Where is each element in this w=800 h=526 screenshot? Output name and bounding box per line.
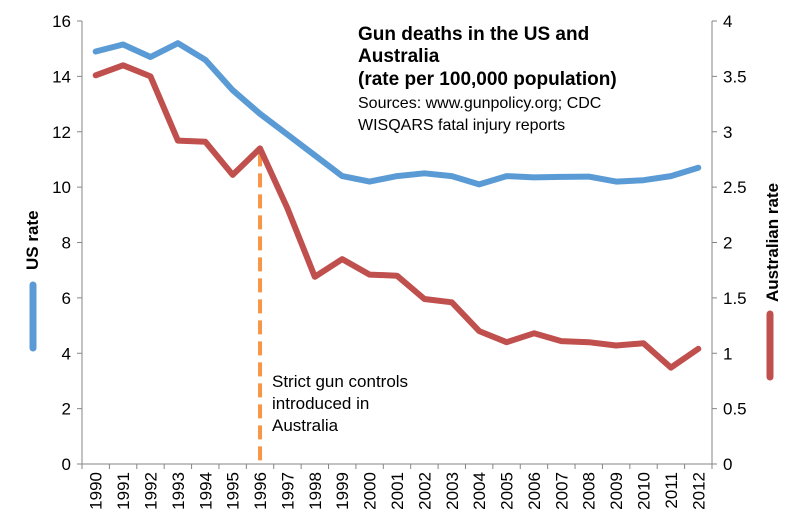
x-tick-label: 1995 bbox=[224, 472, 243, 510]
right-tick-label: 3 bbox=[723, 123, 732, 142]
x-tick-label: 2012 bbox=[689, 472, 708, 510]
x-tick-label: 2005 bbox=[498, 472, 517, 510]
x-tick-label: 1996 bbox=[251, 472, 270, 510]
source-line-2: WISQARS fatal injury reports bbox=[358, 117, 565, 134]
annotation-line-2: introduced in bbox=[272, 394, 369, 413]
series-lines bbox=[92, 40, 702, 371]
left-tick-label: 4 bbox=[62, 344, 71, 363]
right-tick-label: 0.5 bbox=[723, 400, 747, 419]
title-line-2: Australia bbox=[358, 46, 440, 67]
source-line-1: Sources: www.gunpolicy.org; CDC bbox=[358, 95, 601, 112]
left-tick-label: 6 bbox=[62, 289, 71, 308]
x-tick-label: 1992 bbox=[141, 472, 160, 510]
x-axis-ticks: 1990 1991 1992 1993 1994 1995 1996 1997 1998 1999… bbox=[87, 472, 709, 510]
left-tick-label: 16 bbox=[52, 12, 71, 31]
x-tick-label: 1993 bbox=[169, 472, 188, 510]
left-tick-label: 10 bbox=[52, 178, 71, 197]
x-tick-label: 2009 bbox=[607, 472, 626, 510]
x-tick-label: 1991 bbox=[114, 472, 133, 510]
left-tick-label: 0 bbox=[62, 455, 71, 474]
x-tick-label: 2006 bbox=[525, 472, 544, 510]
right-axis-title: Australian rate bbox=[763, 183, 782, 302]
right-tick-label: 2 bbox=[723, 234, 732, 253]
x-tick-label: 1994 bbox=[196, 472, 215, 510]
right-tick-label: 1 bbox=[723, 344, 732, 363]
right-axis-title-group: Australian rate bbox=[763, 183, 782, 381]
x-tick-label: 2004 bbox=[470, 472, 489, 510]
x-tick-label: 1999 bbox=[333, 472, 352, 510]
left-tick-label: 2 bbox=[62, 400, 71, 419]
x-tick-label: 2003 bbox=[443, 472, 462, 510]
right-tick-label: 4 bbox=[723, 12, 732, 31]
axes bbox=[77, 20, 717, 469]
right-tick-label: 1.5 bbox=[723, 289, 747, 308]
annotation-line-3: Australia bbox=[272, 416, 339, 435]
x-tick-label: 2010 bbox=[635, 472, 654, 510]
annotation-line-1: Strict gun controls bbox=[272, 372, 408, 391]
right-tick-label: 0 bbox=[723, 455, 732, 474]
x-tick-label: 2007 bbox=[552, 472, 571, 510]
left-tick-label: 12 bbox=[52, 123, 71, 142]
right-tick-label: 3.5 bbox=[723, 67, 747, 86]
title-line-1: Gun deaths in the US and bbox=[358, 24, 589, 45]
right-axis-ticks: 0 0.5 1 1.5 2 2.5 3 3.5 4 bbox=[723, 12, 747, 474]
x-tick-label: 2011 bbox=[662, 472, 681, 509]
left-axis-ticks: 0 2 4 6 8 10 12 14 16 bbox=[52, 12, 71, 474]
left-tick-label: 14 bbox=[52, 67, 71, 86]
left-axis-title: US rate bbox=[23, 210, 42, 270]
us-rate-line bbox=[92, 40, 702, 188]
title-block: Gun deaths in the US and Australia (rate… bbox=[358, 24, 617, 134]
x-tick-label: 2001 bbox=[388, 472, 407, 510]
x-tick-label: 2008 bbox=[580, 472, 599, 510]
annotation-text: Strict gun controls introduced in Austra… bbox=[272, 372, 408, 435]
x-tick-label: 1998 bbox=[306, 472, 325, 510]
x-tick-label: 2002 bbox=[415, 472, 434, 510]
title-line-3: (rate per 100,000 population) bbox=[358, 69, 617, 90]
right-tick-label: 2.5 bbox=[723, 178, 747, 197]
left-axis-title-group: US rate bbox=[23, 210, 42, 352]
x-tick-label: 2000 bbox=[361, 472, 380, 510]
x-tick-label: 1990 bbox=[87, 472, 106, 510]
australian-rate-line bbox=[92, 62, 702, 371]
x-tick-label: 1997 bbox=[278, 472, 297, 510]
left-tick-label: 8 bbox=[62, 234, 71, 253]
